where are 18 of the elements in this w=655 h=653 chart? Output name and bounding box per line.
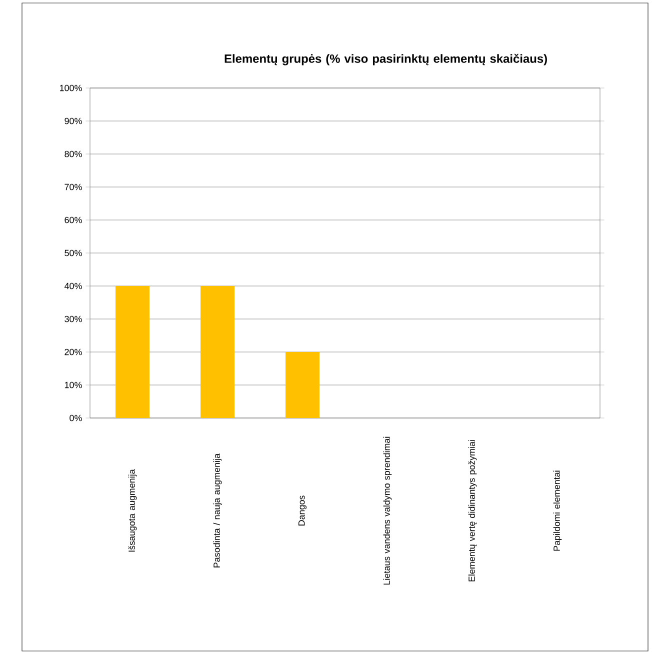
y-tick-label: 10% [64, 382, 82, 388]
chart-title: Elementų grupės (% viso pasirinktų elementų skaičiaus) [224, 54, 547, 66]
y-tick-label: 70% [64, 184, 82, 190]
x-tick-label: Elementų vertę didinantys požymiai [468, 440, 477, 582]
y-tick-label: 60% [64, 216, 82, 224]
x-tick-label: Papildomi elementai [553, 470, 562, 551]
x-tick-label: Dangos [298, 496, 307, 526]
y-tick-label: 50% [64, 250, 82, 256]
x-tick-label: Išsaugota augmenija [128, 469, 137, 552]
y-tick-label: 40% [64, 282, 82, 290]
x-tick-label: Lietaus vandens valdymo sprendimai [383, 436, 392, 585]
y-tick-label: 0% [70, 414, 82, 422]
x-tick-label: Pasodinta / nauja augmenija [213, 453, 222, 568]
y-tick-label: 30% [64, 316, 82, 322]
y-tick-label: 20% [64, 348, 82, 356]
y-tick-label: 100% [60, 84, 82, 92]
y-tick-label: 80% [64, 150, 82, 158]
y-tick-label: 90% [64, 118, 82, 124]
